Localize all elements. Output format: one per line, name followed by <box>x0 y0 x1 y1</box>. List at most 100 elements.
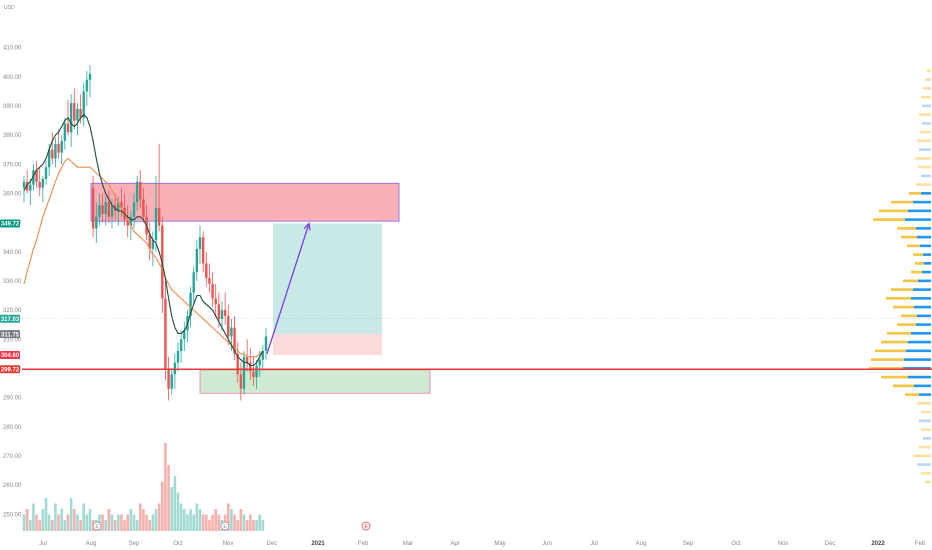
volume-profile-bar <box>891 200 913 204</box>
x-tick-label: Dec <box>267 541 278 547</box>
y-tick-label: 260.00 <box>3 483 22 489</box>
volume-bar <box>28 520 32 531</box>
moving-averages <box>23 113 264 367</box>
candle-body <box>233 327 236 354</box>
ema-fast-line <box>23 113 264 367</box>
volume-profile-bar <box>901 314 917 318</box>
volume-profile-bar <box>897 323 916 326</box>
candle-body <box>249 362 252 372</box>
horizontal-lines[interactable] <box>22 318 932 370</box>
volume-bar <box>252 520 255 531</box>
volume-bar <box>233 514 236 531</box>
volume-profile-bar <box>918 279 931 283</box>
volume-profile-bar <box>913 253 923 256</box>
volume-bar <box>47 514 51 531</box>
x-tick-label: Sep <box>683 541 694 547</box>
volume-profile-bar <box>901 235 917 239</box>
volume-profile-bar <box>886 297 911 300</box>
target-zone[interactable] <box>273 223 382 335</box>
candle-body <box>173 362 177 375</box>
x-axis: Jul Aug Sep Oct Nov Dec 2021 Feb Mar Apr May Jun Jul… <box>39 541 926 547</box>
earnings-marker[interactable]: E <box>220 521 230 531</box>
price-tag: 304.60 <box>0 351 20 359</box>
price-tag-bg <box>0 330 20 339</box>
volume-bar <box>189 509 192 531</box>
earnings-marker[interactable]: E <box>92 521 102 531</box>
candle-body <box>170 374 173 389</box>
volume-profile-bar <box>879 209 908 213</box>
candle-body <box>66 123 70 133</box>
demand-zone[interactable] <box>199 369 431 394</box>
volume-bar <box>151 514 155 531</box>
candle-body <box>255 365 258 378</box>
volume-profile-bar <box>917 139 931 143</box>
candle-body <box>189 292 192 316</box>
candle-body <box>44 167 48 179</box>
earnings-marker[interactable]: E <box>361 521 371 531</box>
arrow-head[interactable] <box>303 222 311 231</box>
candle-body <box>220 310 224 319</box>
volume-profile-bar <box>920 130 931 134</box>
candle-body <box>245 356 249 363</box>
candle-body <box>183 330 186 340</box>
candle-body <box>192 272 195 293</box>
candle-body <box>132 202 136 217</box>
volume-bar <box>104 520 108 531</box>
candle-body <box>60 140 63 153</box>
volume-bar <box>32 503 35 531</box>
y-tick-label: 340.00 <box>3 250 22 256</box>
earnings-marker-circle[interactable] <box>92 521 102 531</box>
candle-body <box>236 353 239 375</box>
volume-profile <box>869 69 931 484</box>
volume-bar <box>88 509 92 531</box>
volume-profile-bar <box>917 235 931 239</box>
candle-body <box>252 371 255 378</box>
projection-arrow[interactable] <box>266 222 311 355</box>
price-tag-label: 349.72 <box>1 222 20 228</box>
volume-profile-bar <box>923 87 931 90</box>
y-tick-label: 370.00 <box>3 162 22 168</box>
earnings-marker-circle[interactable] <box>220 521 230 531</box>
candle-body <box>101 205 104 214</box>
stop-zone[interactable] <box>273 334 382 356</box>
candle-body <box>79 108 82 118</box>
candle-body <box>129 216 133 226</box>
candle-body <box>211 283 214 299</box>
volume-bar <box>248 514 252 531</box>
volume-profile-bar <box>921 428 931 431</box>
volume-bar <box>25 509 29 531</box>
zones[interactable] <box>90 182 431 394</box>
y-tick-label: 400.00 <box>3 75 22 81</box>
earnings-marker-circle[interactable] <box>361 521 371 531</box>
volume-bar <box>154 509 158 531</box>
candle-body <box>110 205 114 217</box>
volume-profile-bar <box>922 104 931 108</box>
candle-body <box>32 170 35 185</box>
volume-bar <box>72 509 76 531</box>
volume-bar <box>116 514 120 531</box>
volume-profile-bar <box>911 332 931 335</box>
candle-body <box>107 202 111 217</box>
candle-body <box>214 298 217 305</box>
arrow-line[interactable] <box>266 223 310 355</box>
candle-body <box>176 350 180 363</box>
candle-body <box>164 298 167 369</box>
candles <box>22 65 268 401</box>
volume-bar <box>217 514 221 531</box>
volume-bar <box>79 520 82 531</box>
candle-body <box>82 91 85 118</box>
earnings-marker-label: E <box>223 524 227 530</box>
volume-profile-bar <box>923 253 931 256</box>
x-tick-label: Sep <box>129 541 140 547</box>
x-tick-label: Apr <box>450 541 459 547</box>
candle-body <box>117 202 120 211</box>
y-tick-label: 330.00 <box>3 279 22 285</box>
y-tick-label: 360.00 <box>3 191 22 197</box>
volume-profile-bar <box>914 384 931 388</box>
volume-bar <box>258 514 262 531</box>
candle-body <box>195 248 199 273</box>
price-tag-bg <box>0 351 20 360</box>
volume-profile-bar <box>914 305 931 309</box>
